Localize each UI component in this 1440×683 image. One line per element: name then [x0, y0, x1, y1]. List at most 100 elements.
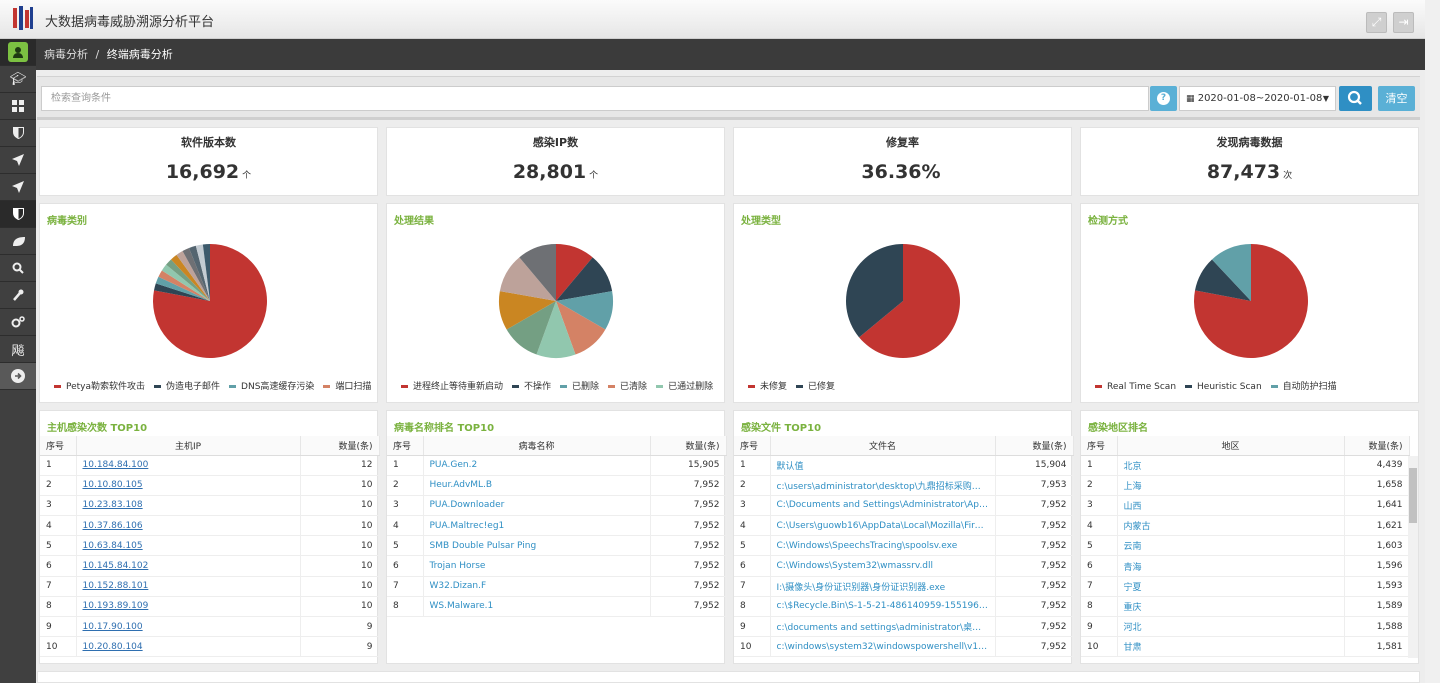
- column-header[interactable]: 数量(条): [300, 436, 380, 456]
- table-row[interactable]: 10 c:\windows\system32\windowspowershell\…: [734, 636, 1074, 658]
- sidebar-item-cogs[interactable]: [0, 309, 36, 336]
- table-cell[interactable]: 甘肃: [1117, 636, 1345, 658]
- table-row[interactable]: 1 PUA.Gen.2 15,905: [387, 455, 727, 476]
- table-cell[interactable]: SMB Double Pulsar Ping: [423, 535, 651, 557]
- table-cell[interactable]: Trojan Horse: [423, 555, 651, 577]
- table-row[interactable]: 2 Heur.AdvML.B 7,952: [387, 475, 727, 496]
- table-row[interactable]: 7 I:\摄像头\身份证识别器\身份证识别器.exe 7,952: [734, 576, 1074, 597]
- pie-slice[interactable]: [1195, 259, 1251, 301]
- table-cell[interactable]: 山西: [1117, 495, 1345, 517]
- sidebar-item-wrench[interactable]: [0, 282, 36, 309]
- column-header[interactable]: 数量(条): [1344, 436, 1410, 456]
- table-cell[interactable]: 10.23.83.108: [76, 495, 301, 517]
- legend-item[interactable]: 不操作: [512, 382, 551, 392]
- table-cell[interactable]: 10.152.88.101: [76, 576, 301, 597]
- pie-slice[interactable]: [499, 291, 556, 330]
- legend-item[interactable]: Real Time Scan: [1095, 382, 1176, 392]
- table-row[interactable]: 8 10.193.89.109 10: [40, 596, 380, 618]
- sidebar-item-shield[interactable]: [0, 120, 36, 147]
- table-row[interactable]: 7 10.152.88.101 10: [40, 576, 380, 597]
- table-row[interactable]: 4 PUA.Maltrec!eg1 7,952: [387, 515, 727, 537]
- table-row[interactable]: 5 10.63.84.105 10: [40, 535, 380, 557]
- pie-slice[interactable]: [155, 276, 210, 301]
- pie-slice[interactable]: [158, 270, 210, 301]
- sidebar-item-user[interactable]: [0, 39, 36, 66]
- legend-item[interactable]: 已修复: [796, 382, 835, 392]
- table-cell[interactable]: 10.20.80.104: [76, 636, 301, 658]
- table-row[interactable]: 2 上海 1,658: [1081, 475, 1410, 496]
- column-header[interactable]: 主机IP: [76, 436, 301, 456]
- table-row[interactable]: 9 河北 1,588: [1081, 616, 1410, 638]
- scrollbar-thumb[interactable]: [1409, 468, 1417, 523]
- table-row[interactable]: 3 山西 1,641: [1081, 495, 1410, 517]
- pie-slice[interactable]: [536, 301, 576, 358]
- legend-item[interactable]: DNS高速缓存污染: [229, 382, 314, 392]
- table-cell[interactable]: c:\users\administrator\desktop\九鼎招标采购评..…: [770, 475, 996, 496]
- column-header[interactable]: 病毒名称: [423, 436, 651, 456]
- pie-slice[interactable]: [499, 257, 556, 301]
- table-row[interactable]: 3 PUA.Downloader 7,952: [387, 495, 727, 517]
- legend-item[interactable]: 已清除: [608, 382, 647, 392]
- table-row[interactable]: 6 C:\Windows\System32\wmassrv.dll 7,952: [734, 555, 1074, 577]
- table-row[interactable]: 9 c:\documents and settings\administrator…: [734, 616, 1074, 638]
- pie-slice[interactable]: [1211, 244, 1251, 301]
- table-row[interactable]: 8 c:\$Recycle.Bin\S-1-5-21-486140959-1551…: [734, 596, 1074, 618]
- column-header[interactable]: 地区: [1117, 436, 1345, 456]
- logout-icon[interactable]: ⇥: [1393, 12, 1414, 33]
- pie-slice[interactable]: [189, 245, 210, 301]
- legend-item[interactable]: 自动防护扫描: [1270, 382, 1337, 392]
- table-row[interactable]: 6 青海 1,596: [1081, 555, 1410, 577]
- table-cell[interactable]: 10.37.86.106: [76, 515, 301, 537]
- table-row[interactable]: 4 10.37.86.106 10: [40, 515, 380, 537]
- legend-item[interactable]: Heuristic Scan: [1185, 382, 1262, 392]
- pie-slice[interactable]: [859, 244, 960, 358]
- sidebar-item-search[interactable]: [0, 255, 36, 282]
- table-cell[interactable]: 云南: [1117, 535, 1345, 557]
- table-row[interactable]: 1 默认值 15,904: [734, 455, 1074, 476]
- legend-item[interactable]: 已通过删除: [656, 382, 713, 392]
- column-header[interactable]: 数量(条): [995, 436, 1074, 456]
- sidebar-item-arrow[interactable]: [0, 363, 36, 390]
- table-row[interactable]: 3 C:\Documents and Settings\Administrator…: [734, 495, 1074, 517]
- table-row[interactable]: 10 甘肃 1,581: [1081, 636, 1410, 658]
- column-header[interactable]: 序号: [387, 436, 424, 456]
- sidebar-item-send-2[interactable]: [0, 174, 36, 201]
- table-cell[interactable]: WS.Malware.1: [423, 596, 651, 618]
- column-header[interactable]: 文件名: [770, 436, 996, 456]
- pie-slice[interactable]: [182, 248, 210, 301]
- pie-slice[interactable]: [519, 244, 556, 301]
- table-cell[interactable]: 默认值: [770, 455, 996, 476]
- fullscreen-icon[interactable]: ⤢: [1366, 12, 1387, 33]
- search-button[interactable]: [1339, 86, 1372, 111]
- breadcrumb-parent[interactable]: 病毒分析: [44, 48, 88, 61]
- column-header[interactable]: 数量(条): [650, 436, 727, 456]
- sidebar-item-leaf[interactable]: [0, 228, 36, 255]
- pie-slice[interactable]: [195, 244, 210, 301]
- pie-slice[interactable]: [846, 244, 903, 338]
- table-row[interactable]: 5 C:\Windows\SpeechsTracing\spoolsv.exe 7,…: [734, 535, 1074, 557]
- table-cell[interactable]: 上海: [1117, 475, 1345, 496]
- table-row[interactable]: 9 10.17.90.100 9: [40, 616, 380, 638]
- table-cell[interactable]: 10.193.89.109: [76, 596, 301, 618]
- table-row[interactable]: 3 10.23.83.108 10: [40, 495, 380, 517]
- table-row[interactable]: 7 W32.Dizan.F 7,952: [387, 576, 727, 597]
- table-row[interactable]: 5 云南 1,603: [1081, 535, 1410, 557]
- table-cell[interactable]: 重庆: [1117, 596, 1345, 618]
- table-cell[interactable]: c:\$Recycle.Bin\S-1-5-21-486140959-15519…: [770, 596, 996, 618]
- table-cell[interactable]: C:\Windows\SpeechsTracing\spoolsv.exe: [770, 535, 996, 557]
- pie-slice[interactable]: [556, 244, 593, 301]
- sidebar-item-piao[interactable]: 飚: [0, 336, 36, 363]
- column-header[interactable]: 序号: [40, 436, 77, 456]
- table-cell[interactable]: C:\Users\guowb16\AppData\Local\Mozilla\F…: [770, 515, 996, 537]
- column-header[interactable]: 序号: [734, 436, 771, 456]
- table-cell[interactable]: 北京: [1117, 455, 1345, 476]
- pie-slice[interactable]: [154, 283, 210, 301]
- legend-item[interactable]: 已删除: [560, 382, 599, 392]
- sidebar-item-send-1[interactable]: [0, 147, 36, 174]
- table-cell[interactable]: PUA.Gen.2: [423, 455, 651, 476]
- sidebar-item-dashboard[interactable]: [0, 93, 36, 120]
- table-cell[interactable]: C:\Documents and Settings\Administrator\…: [770, 495, 996, 517]
- pie-slice[interactable]: [170, 254, 210, 301]
- table-cell[interactable]: 10.63.84.105: [76, 535, 301, 557]
- pie-slice[interactable]: [556, 291, 613, 330]
